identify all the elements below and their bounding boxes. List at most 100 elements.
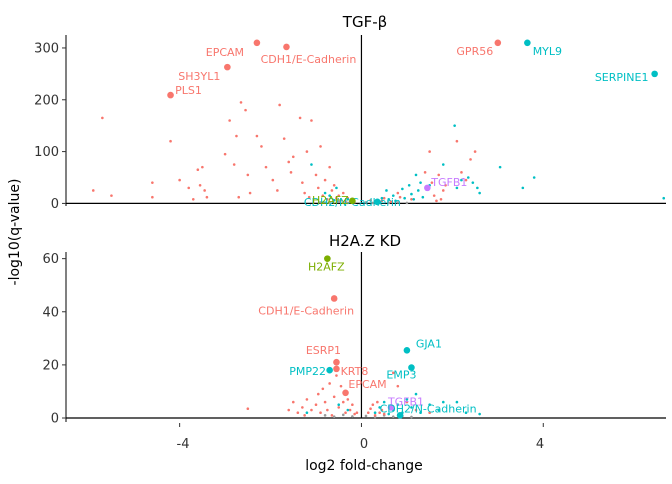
data-point (276, 189, 279, 192)
highlight-point (403, 346, 411, 354)
data-point (369, 407, 372, 411)
gene-label: PLS1 (175, 84, 202, 97)
data-point (305, 150, 309, 153)
gene-label: GPR56 (456, 45, 493, 58)
highlight-point (333, 365, 340, 373)
highlight-point (396, 412, 404, 419)
highlight-point (167, 91, 174, 99)
data-point (321, 387, 325, 391)
data-point (339, 384, 343, 388)
y-tick-label: 200 (34, 93, 59, 108)
data-point (291, 400, 295, 404)
data-point (441, 189, 445, 192)
data-point (237, 195, 241, 199)
data-point (310, 408, 313, 412)
y-tick-label: 0 (51, 412, 59, 427)
data-point (373, 414, 377, 417)
x-tick-label: -4 (177, 437, 190, 452)
data-point (371, 403, 375, 407)
panel-title: H2A.Z KD (329, 232, 401, 250)
data-point (396, 384, 400, 388)
data-point (332, 183, 336, 187)
data-point (414, 392, 418, 396)
data-point (326, 197, 329, 201)
data-point (410, 406, 413, 409)
data-point (344, 200, 347, 203)
data-point (330, 414, 334, 417)
data-point (307, 195, 311, 199)
data-point (310, 163, 313, 166)
data-point (337, 406, 341, 409)
data-point (169, 139, 172, 143)
data-point (323, 414, 327, 417)
data-point (314, 403, 318, 407)
data-point (460, 171, 463, 174)
data-point (319, 411, 322, 415)
data-point (364, 201, 368, 204)
data-point (255, 134, 259, 138)
data-point (369, 199, 372, 202)
highlight-point (253, 39, 261, 47)
gene-label: EMP3 (386, 369, 416, 382)
data-point (289, 171, 293, 174)
data-point (351, 403, 354, 407)
data-point (264, 165, 268, 169)
highlight-point (326, 366, 333, 374)
data-point (305, 398, 309, 401)
data-point (441, 400, 445, 404)
data-point (396, 191, 400, 195)
data-point (296, 411, 300, 415)
data-point (398, 195, 402, 199)
data-point (382, 400, 386, 404)
data-point (344, 411, 347, 415)
x-axis-title: log2 fold-change (305, 458, 423, 474)
data-point (178, 178, 181, 182)
data-point (355, 411, 359, 415)
data-point (316, 186, 320, 190)
data-point (437, 173, 441, 177)
data-point (439, 197, 443, 201)
x-axis: -4 0 4 log2 fold-change (177, 423, 544, 474)
data-point (239, 101, 243, 104)
data-point (337, 403, 341, 407)
gene-label: H2AFZ (308, 261, 345, 274)
data-point (346, 201, 350, 205)
data-point (246, 173, 250, 177)
data-point (416, 189, 420, 192)
data-point (428, 411, 431, 415)
data-point (205, 195, 209, 199)
data-point (260, 145, 263, 148)
data-point (410, 192, 413, 196)
data-point (301, 406, 304, 409)
data-point (389, 200, 393, 204)
data-point (323, 191, 327, 195)
data-point (405, 400, 409, 404)
data-point (414, 408, 418, 412)
data-point (428, 150, 431, 153)
data-point (337, 200, 341, 204)
data-point (314, 173, 318, 177)
gene-label: CDH2/N-Cadherin (380, 402, 477, 415)
highlight-point (349, 197, 356, 205)
data-point (387, 197, 391, 201)
data-point (414, 173, 418, 177)
data-point (405, 201, 409, 205)
data-point (335, 196, 338, 200)
panel-h2az-kd: H2A.Z KD 0 20 40 60 H2AFZ CDH1/E-Cadherin ESRP… (42, 232, 666, 427)
data-point (203, 189, 206, 192)
data-point (287, 160, 291, 164)
data-point (303, 414, 306, 417)
y-tick-label: 100 (34, 145, 59, 160)
data-point (378, 411, 381, 415)
data-point (246, 407, 250, 411)
data-point (110, 194, 113, 197)
gene-label: CDH1/E-Cadherin (258, 304, 354, 317)
data-point (471, 181, 475, 184)
data-point (371, 201, 375, 205)
data-point (662, 196, 666, 200)
y-axis-title: -log10(q-value) (7, 179, 23, 286)
data-point (332, 415, 336, 418)
data-point (187, 186, 191, 190)
data-point (198, 183, 202, 187)
